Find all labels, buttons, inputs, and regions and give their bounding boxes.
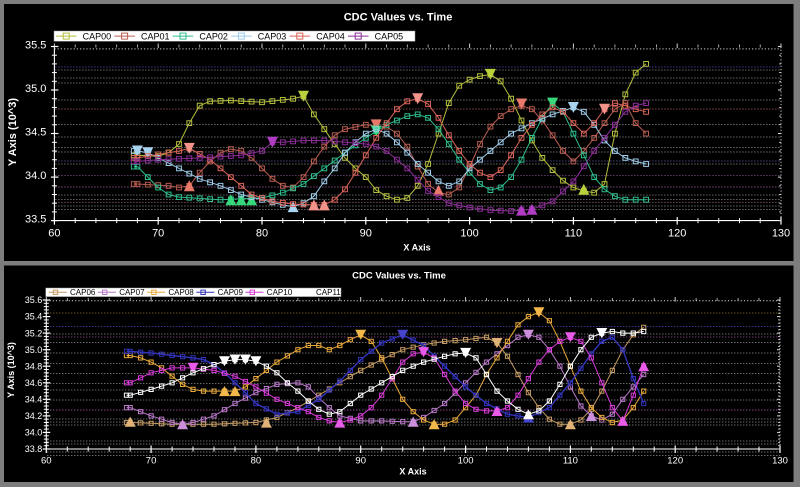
svg-text:CAP04: CAP04 <box>316 31 345 41</box>
svg-text:CAP07: CAP07 <box>119 288 145 297</box>
svg-text:130: 130 <box>772 228 790 240</box>
svg-text:120: 120 <box>667 456 683 467</box>
svg-text:Y Axis (10^3): Y Axis (10^3) <box>7 98 19 167</box>
svg-text:Y Axis (10^3): Y Axis (10^3) <box>6 342 16 398</box>
svg-text:80: 80 <box>256 228 268 240</box>
svg-text:34.5: 34.5 <box>25 126 46 138</box>
svg-text:90: 90 <box>360 228 372 240</box>
svg-text:70: 70 <box>152 228 164 240</box>
svg-text:33.5: 33.5 <box>25 214 46 226</box>
svg-text:100: 100 <box>458 456 474 467</box>
svg-text:CAP09: CAP09 <box>218 288 244 297</box>
svg-text:110: 110 <box>563 456 578 467</box>
svg-text:CAP03: CAP03 <box>258 31 287 41</box>
svg-text:34.2: 34.2 <box>25 411 43 421</box>
svg-text:CAP00: CAP00 <box>83 31 112 41</box>
svg-text:35.2: 35.2 <box>25 328 43 338</box>
svg-text:120: 120 <box>668 228 686 240</box>
svg-text:35.0: 35.0 <box>25 83 46 95</box>
svg-text:X Axis: X Axis <box>403 243 430 253</box>
svg-text:90: 90 <box>355 456 366 467</box>
svg-text:34.0: 34.0 <box>25 428 43 438</box>
svg-text:34.4: 34.4 <box>25 395 43 405</box>
svg-text:130: 130 <box>772 456 788 467</box>
svg-text:100: 100 <box>460 228 478 240</box>
svg-text:60: 60 <box>41 456 52 467</box>
svg-text:X Axis: X Axis <box>399 467 426 477</box>
svg-text:35.6: 35.6 <box>25 295 43 305</box>
svg-text:CDC Values vs. Time: CDC Values vs. Time <box>344 12 453 24</box>
svg-text:CAP10: CAP10 <box>267 288 293 297</box>
svg-text:70: 70 <box>146 456 157 467</box>
svg-text:CAP05: CAP05 <box>375 31 404 41</box>
svg-text:CAP06: CAP06 <box>70 288 96 297</box>
svg-text:34.0: 34.0 <box>25 170 46 182</box>
svg-text:34.6: 34.6 <box>25 378 43 388</box>
svg-text:CDC Values vs. Time: CDC Values vs. Time <box>352 271 446 282</box>
svg-text:CAP08: CAP08 <box>168 288 194 297</box>
svg-text:34.8: 34.8 <box>25 361 43 371</box>
svg-text:CAP01: CAP01 <box>141 31 170 41</box>
svg-text:80: 80 <box>251 456 262 467</box>
svg-text:60: 60 <box>48 228 60 240</box>
svg-text:35.4: 35.4 <box>25 312 43 322</box>
svg-text:35.5: 35.5 <box>25 39 46 51</box>
svg-text:33.8: 33.8 <box>25 444 43 454</box>
svg-text:CAP02: CAP02 <box>199 31 228 41</box>
svg-text:CAP11: CAP11 <box>316 288 341 297</box>
svg-text:35.0: 35.0 <box>25 345 43 355</box>
svg-text:110: 110 <box>565 228 583 240</box>
